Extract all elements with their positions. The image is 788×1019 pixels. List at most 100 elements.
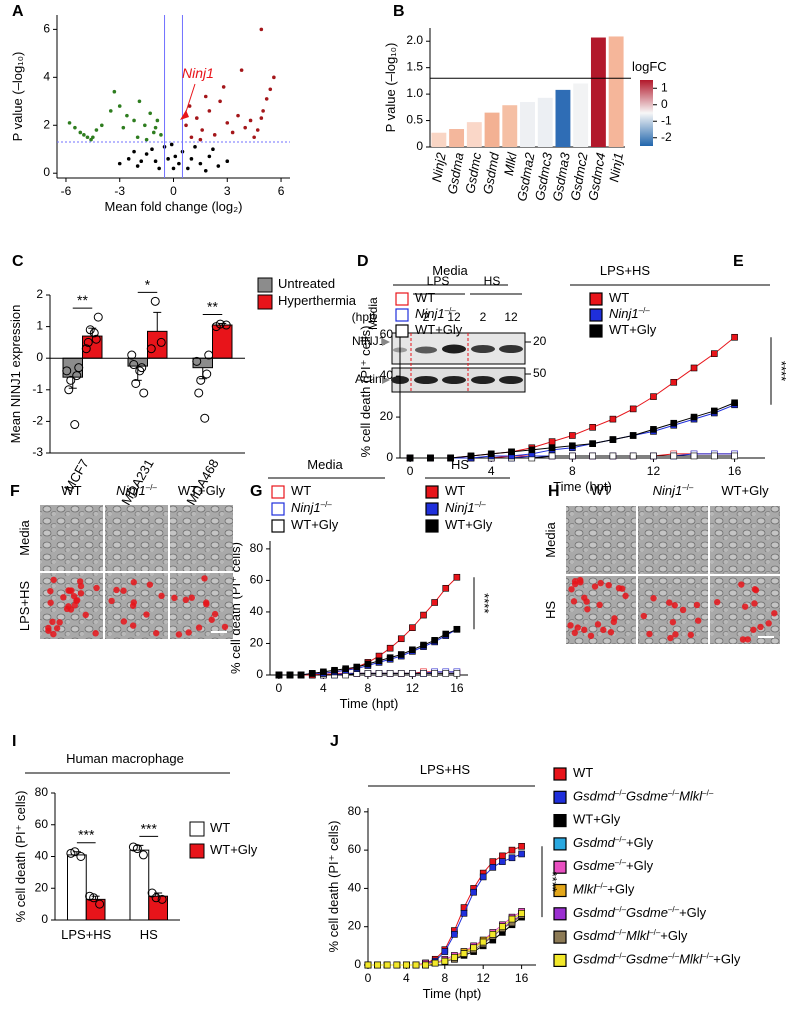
y-tick-label: 40	[380, 368, 394, 382]
point	[397, 635, 405, 643]
panel-letter: J	[330, 733, 339, 750]
unit-label: (hpt)	[352, 310, 377, 324]
point	[157, 894, 167, 904]
point	[409, 624, 416, 632]
point	[153, 125, 158, 130]
legend-swatch	[553, 907, 567, 921]
point	[409, 670, 416, 677]
point	[83, 337, 93, 347]
y-tick-label: -2	[32, 414, 43, 428]
point	[125, 113, 129, 118]
legend-swatch	[553, 883, 567, 898]
point	[629, 432, 637, 439]
x-tick-label: MDA468	[184, 457, 222, 508]
point	[73, 125, 77, 130]
point	[218, 99, 222, 104]
point	[479, 873, 487, 881]
panel-letter: B	[393, 3, 405, 20]
point	[690, 452, 698, 460]
point	[236, 113, 240, 118]
pi-cell	[597, 579, 604, 587]
pi-cell	[693, 601, 701, 609]
point	[548, 438, 556, 445]
legend-label: Mlkl–/–+Gly	[573, 881, 635, 897]
legend-swatch	[271, 502, 285, 516]
point	[131, 378, 141, 388]
point	[135, 366, 145, 376]
point	[460, 950, 468, 957]
pi-cell	[571, 629, 578, 637]
significance-label: ****	[477, 593, 492, 613]
pi-cell	[120, 618, 128, 625]
panel-letter: I	[12, 733, 16, 750]
y-tick-label: 20	[348, 919, 362, 933]
point	[157, 166, 161, 171]
point	[393, 961, 401, 969]
y-axis-label: % cell death (PI⁺ cells)	[13, 791, 28, 923]
point	[518, 910, 525, 917]
point	[159, 133, 163, 137]
y-axis-label: P value (–log₁₀)	[10, 52, 25, 142]
x-tick-label: 4	[488, 464, 495, 478]
point	[91, 135, 95, 140]
y-tick-label: -1	[32, 382, 43, 396]
point	[499, 923, 506, 931]
lane-label: HS	[484, 274, 501, 288]
y-tick-label: 60	[250, 573, 264, 587]
point	[629, 452, 637, 460]
point	[117, 161, 122, 166]
x-tick-label: Gsdmc	[463, 151, 485, 195]
point	[252, 135, 256, 140]
point	[609, 452, 617, 460]
legend-label: Gsdmd–/–Gsdme–/–+Gly	[573, 904, 707, 920]
point	[255, 128, 260, 132]
point	[189, 135, 194, 140]
pi-cell	[153, 629, 160, 637]
column-label: Ninj1–/–	[116, 483, 157, 499]
pi-cell	[76, 578, 84, 585]
point	[203, 169, 208, 173]
point	[670, 378, 678, 386]
legend-swatch	[425, 519, 439, 533]
micrograph	[710, 506, 780, 574]
point	[156, 337, 166, 347]
y-tick-label: 80	[35, 785, 49, 799]
point	[76, 852, 86, 861]
x-tick-label: 12	[477, 971, 491, 985]
row-label: HS	[543, 601, 558, 619]
point	[397, 651, 405, 658]
legend-label: WT+Gly	[210, 842, 258, 857]
pi-cell	[669, 618, 677, 626]
pi-cell	[47, 587, 54, 595]
x-tick-label: 8	[365, 681, 372, 695]
pi-cell	[63, 605, 71, 613]
pi-cell	[666, 599, 673, 606]
pi-cell	[607, 628, 615, 636]
point	[548, 444, 556, 452]
pi-cell	[574, 624, 581, 631]
point	[386, 654, 394, 661]
y-tick-label: 0	[256, 667, 263, 681]
legend-swatch	[257, 277, 273, 293]
point	[135, 135, 140, 140]
legend-label: WT	[609, 290, 629, 305]
x-tick-label: Mlkl	[501, 150, 520, 176]
point	[489, 864, 497, 871]
bar	[466, 122, 482, 147]
point	[139, 388, 149, 398]
point	[137, 99, 142, 104]
point	[129, 360, 139, 370]
band-label: Actin	[355, 372, 382, 386]
point	[320, 668, 327, 676]
pi-cell	[687, 631, 695, 639]
point	[670, 419, 678, 427]
legend-label: Hyperthermia	[278, 293, 357, 308]
micrograph	[105, 505, 168, 571]
point	[711, 452, 718, 460]
pi-cell	[56, 619, 63, 626]
significance-label: **	[207, 298, 218, 314]
point	[81, 344, 91, 354]
pi-cell	[757, 623, 764, 631]
legend-swatch	[589, 324, 603, 338]
legend-swatch	[553, 767, 567, 781]
